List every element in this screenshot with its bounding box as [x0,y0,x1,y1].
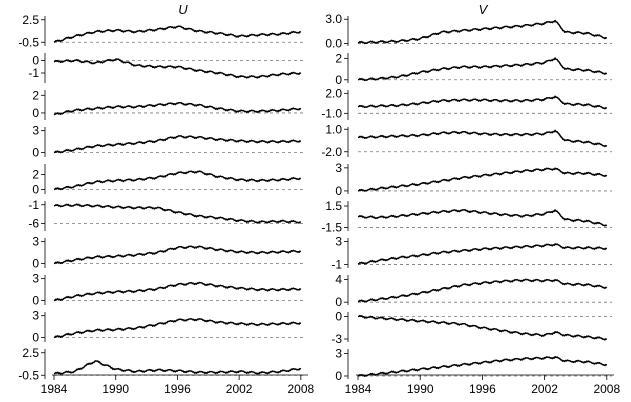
y-tick-label: 4 [335,273,342,287]
v-row-8: 04 [335,273,612,309]
u-series-line-5 [53,170,302,191]
v-row-6: 1.5 -1.5 [321,199,612,234]
v-row-5: 03 [335,161,612,198]
y-tick-label: 3 [32,124,39,138]
y-tick-label: -1.0 [321,106,342,120]
y-tick-label: 0 [335,184,342,198]
u-row-5: 02 [32,164,306,197]
y-tick-label: -2.0 [321,145,342,159]
x-tick-label: 1984 [345,382,372,396]
u-series-line-10 [53,360,302,375]
u-row-6: -1-6 [28,198,306,231]
u-series-line-1 [53,25,302,43]
v-series-line-10 [357,356,608,377]
y-tick-label: 0 [32,54,39,68]
v-row-3: 2.0 -1.0 [321,86,612,120]
v-row-2: 02 [335,51,612,87]
u-x-axis: 1984 1990 1996 2002 2008 [41,374,315,396]
u-panel-title: U [178,2,188,17]
u-series-line-6 [53,203,302,224]
u-series-line-4 [53,135,302,154]
y-tick-label: -6 [28,217,39,231]
y-tick-label: 2.5 [22,346,39,360]
y-tick-label: 0 [335,369,342,383]
v-series-line-1 [357,19,608,45]
y-tick-label: 2 [32,168,39,182]
y-tick-label: 3 [32,309,39,323]
y-tick-label: 0 [335,295,342,309]
y-tick-label: 0 [32,106,39,120]
x-tick-label: 1984 [41,382,68,396]
y-tick-label: 2 [335,51,342,65]
y-tick-label: 0 [32,183,39,197]
v-row-10: 03 [335,347,612,383]
v-series-line-7 [357,243,608,265]
x-tick-label: 2008 [593,382,620,396]
v-x-axis: 1984 1990 1996 2002 2008 [345,374,620,396]
v-series-line-4 [357,129,608,148]
v-series-line-8 [357,278,608,303]
y-tick-label: 2 [32,88,39,102]
v-row-7: 3 -1 [331,234,612,272]
v-series-line-6 [357,209,608,227]
y-tick-label: 1.5 [325,199,342,213]
v-panel: V 0.03.0022.0-1.01.0-2.0031.5-1.53-1040-… [321,2,620,396]
y-tick-label: 0.0 [325,37,342,51]
y-tick-label: -1.5 [321,220,342,234]
y-tick-label: 0 [32,331,39,345]
v-panel-title: V [479,2,489,17]
u-row-9: 03 [32,309,306,345]
x-tick-label: 2002 [226,382,253,396]
y-tick-label: 3 [335,161,342,175]
y-tick-label: -3 [331,332,342,346]
v-series-line-2 [357,57,608,82]
y-tick-label: 3 [32,235,39,249]
v-series-line-9 [358,314,608,341]
u-row-7: 03 [32,235,306,271]
y-tick-label: 2.0 [325,86,342,100]
x-tick-label: 2008 [288,382,315,396]
u-series-line-3 [53,101,302,116]
x-tick-label: 2002 [531,382,558,396]
y-tick-label: 0 [32,146,39,160]
x-tick-label: 1996 [469,382,496,396]
u-series-line-7 [53,245,302,265]
u-row-10: -0.5 2.5 [18,346,306,382]
v-series-line-3 [357,95,608,110]
x-tick-label: 1990 [407,382,434,396]
y-tick-label: 3 [335,234,342,248]
v-row-4: 1.0 -2.0 [321,122,612,159]
v-series-line-5 [357,167,608,192]
v-row-1: 0.0 3.0 [325,12,612,51]
y-tick-label: 2.5 [22,13,39,27]
y-tick-label: -1 [28,198,39,212]
u-row-2: 0-1 [28,53,306,83]
u-series-line-9 [53,318,302,339]
x-tick-label: 1996 [164,382,191,396]
u-row-8: 03 [32,272,306,308]
y-tick-label: 0 [335,310,342,324]
u-series-line-8 [53,281,302,302]
y-tick-label: 0 [32,294,39,308]
v-row-9: 0 -3 [331,310,612,346]
u-series-line-2 [53,58,302,79]
y-tick-label: -1 [28,66,39,80]
y-tick-label: -1 [331,258,342,272]
u-row-3: 02 [32,88,306,120]
y-tick-label: 0 [32,257,39,271]
y-tick-label: -0.5 [18,35,39,49]
y-tick-label: 1.0 [325,122,342,136]
y-tick-label: -0.5 [18,368,39,382]
u-row-1: -0.5 2.5 [18,13,306,49]
u-row-4: 03 [32,124,306,160]
y-tick-label: 3 [32,272,39,286]
x-tick-label: 1990 [102,382,129,396]
y-tick-label: 3 [335,347,342,361]
y-tick-label: 3.0 [325,12,342,26]
y-tick-label: 0 [335,73,342,87]
